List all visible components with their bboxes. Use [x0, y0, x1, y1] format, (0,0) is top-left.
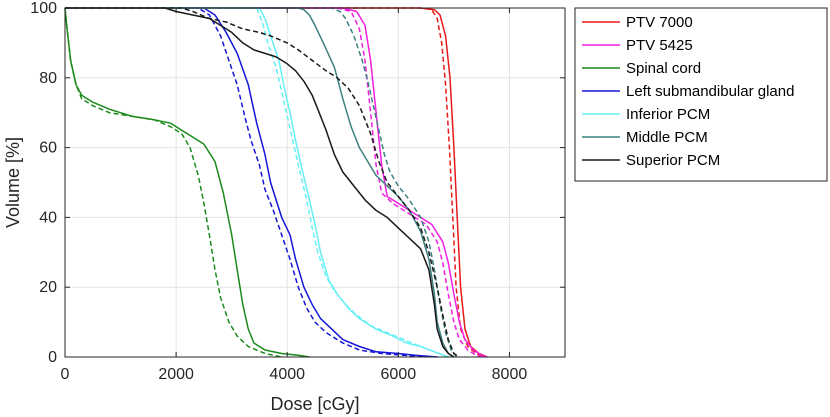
y-tick-label: 80: [39, 70, 57, 87]
x-tick-label: 8000: [492, 366, 528, 383]
legend-label: Middle PCM: [626, 129, 708, 146]
legend-items: PTV 7000 PTV 5425 Spinal cord Left submandi…: [582, 14, 794, 169]
series-line-1-solid: [65, 7, 488, 358]
series-lines: [64, 7, 488, 358]
series-line-3-dashed: [65, 7, 427, 358]
grid: [65, 8, 565, 357]
legend-label: PTV 5425: [626, 37, 693, 54]
series-line-0-dashed: [65, 7, 485, 358]
series-line-2-solid: [64, 7, 310, 358]
legend-label: Superior PCM: [626, 152, 720, 169]
axis-ticks: 0 2000 4000 6000 8000 0 20 40 60 80 100: [30, 0, 565, 383]
x-tick-label: 0: [61, 366, 70, 383]
y-tick-label: 20: [39, 279, 57, 296]
series-line-4-solid: [65, 7, 449, 358]
legend-box: [574, 7, 828, 182]
series-line-2-dashed: [64, 7, 282, 358]
y-tick-label: 60: [39, 140, 57, 157]
series-line-3-solid: [65, 7, 438, 358]
y-tick-label: 0: [48, 349, 57, 366]
legend: PTV 7000 PTV 5425 Spinal cord Left submandi…: [574, 7, 828, 182]
x-tick-label: 6000: [381, 366, 417, 383]
legend-label: Spinal cord: [626, 60, 701, 77]
series-line-5-solid: [65, 7, 455, 358]
x-tick-label: 4000: [269, 366, 305, 383]
plot-frame: [64, 7, 566, 358]
y-tick-label: 100: [30, 0, 57, 17]
series-line-6-solid: [65, 7, 455, 358]
series-line-6-dashed: [65, 7, 460, 358]
series-line-5-dashed: [65, 7, 458, 358]
x-tick-label: 2000: [158, 366, 194, 383]
legend-label: PTV 7000: [626, 14, 693, 31]
legend-label: Inferior PCM: [626, 106, 710, 123]
legend-label: Left submandibular gland: [626, 83, 794, 100]
y-axis-label: Volume [%]: [3, 137, 23, 228]
y-tick-label: 40: [39, 209, 57, 226]
series-line-1-dashed: [65, 7, 482, 358]
x-axis-label: Dose [cGy]: [270, 394, 359, 414]
